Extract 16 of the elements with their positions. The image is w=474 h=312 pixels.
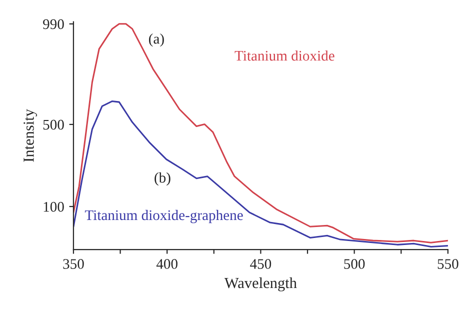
line-series: [73, 100, 448, 248]
x-tick-label: 500: [344, 259, 365, 269]
line-series: [73, 23, 448, 244]
y-tick-label: 500: [43, 120, 64, 130]
x-tick-label: 400: [156, 259, 178, 269]
y-tick-label: 990: [43, 19, 64, 30]
y-axis-title: Intensity: [24, 109, 38, 162]
series-label: Titanium dioxide-graphene: [84, 210, 243, 224]
y-tick-label: 100: [44, 202, 64, 212]
x-tick-label: 350: [63, 259, 84, 269]
text: Titanium dioxide: [234, 50, 334, 61]
x-tick-label: 550: [438, 259, 458, 269]
x-tick-label: 450: [250, 259, 272, 269]
annotation: (a): [149, 33, 164, 47]
annotation: (b): [154, 172, 170, 186]
x-axis-title: Wavelength: [224, 277, 297, 292]
